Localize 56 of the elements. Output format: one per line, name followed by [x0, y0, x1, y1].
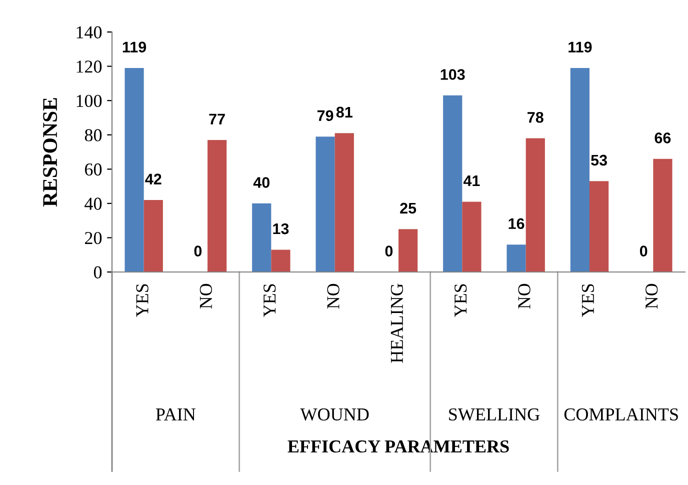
y-tick-label: 60: [85, 163, 102, 176]
bar: [443, 95, 462, 272]
bar: [144, 200, 163, 272]
bar: [570, 68, 590, 272]
bar: [653, 158, 672, 272]
x-tick-label: YES: [264, 284, 276, 318]
y-tick-label: 20: [85, 232, 102, 244]
x-tick-label: HEALING: [390, 284, 404, 363]
data-label: 42: [145, 174, 162, 184]
x-tick-label: NO: [646, 284, 658, 309]
data-label: 78: [528, 112, 544, 123]
bar: [526, 138, 545, 272]
x-tick-label: YES: [582, 284, 594, 318]
text: PAIN: [156, 408, 196, 420]
data-label: 119: [568, 42, 592, 52]
y-tick-label: 120: [76, 60, 102, 73]
bar: [316, 136, 335, 272]
bar: [590, 181, 609, 272]
x-tick-label: NO: [327, 284, 340, 309]
bar: [506, 244, 526, 272]
text: WOUND: [300, 408, 369, 421]
x-tick-label: NO: [200, 284, 212, 309]
bar: [462, 202, 482, 272]
data-label: 13: [273, 223, 289, 234]
bar: [334, 133, 354, 272]
data-label: 25: [400, 202, 416, 214]
y-tick-label: 140: [76, 26, 102, 38]
data-label: 119: [122, 42, 146, 52]
y-axis-title: RESPONSE: [43, 98, 58, 207]
data-label: 0: [385, 246, 393, 256]
x-tick-label: NO: [518, 284, 530, 309]
y-tick-label: 0: [94, 266, 102, 278]
x-tick-label: YES: [136, 284, 148, 318]
data-label: 79: [317, 110, 334, 122]
data-label: 0: [194, 246, 202, 256]
bar: [271, 250, 290, 272]
text: SWELLING: [449, 408, 540, 421]
bar: [398, 229, 418, 272]
data-label: 77: [209, 114, 225, 124]
bar: [208, 140, 227, 272]
bar: [124, 68, 144, 272]
data-label: 103: [440, 69, 465, 80]
bar: [252, 203, 272, 272]
data-label: 66: [654, 132, 671, 144]
data-label: 41: [463, 176, 480, 186]
data-label: 81: [336, 106, 352, 118]
data-label: 0: [640, 246, 648, 256]
text: COMPLAINTS: [564, 408, 678, 421]
y-tick-label: 100: [76, 94, 102, 108]
y-tick-label: 80: [84, 129, 102, 142]
y-tick-label: 40: [84, 198, 102, 210]
data-label: 40: [253, 177, 270, 188]
data-label: 16: [508, 218, 524, 230]
x-tick-label: YES: [454, 284, 467, 318]
x-axis-title: EFFICACY PARAMETERS: [288, 440, 509, 453]
data-label: 53: [591, 154, 607, 166]
